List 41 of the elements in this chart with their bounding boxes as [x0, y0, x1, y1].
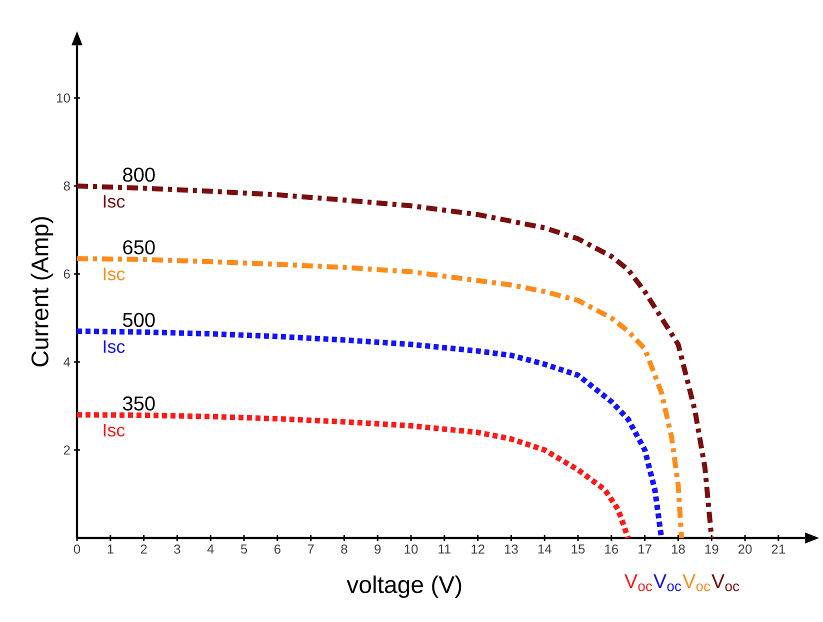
x-tick-label: 1 [108, 544, 114, 554]
annotation: Isc [104, 195, 125, 208]
x-tick-label: 5 [240, 544, 248, 554]
x-tick-label: 10 [404, 544, 418, 554]
y-tick-label: 10 [57, 93, 70, 103]
x-tick-label: 8 [341, 544, 348, 554]
annotation: V$_{oc}$ [624, 574, 652, 592]
x-tick-label: 14 [538, 544, 552, 554]
x-tick-label: 20 [738, 544, 752, 554]
annotation: V$_{oc}$ [711, 574, 740, 592]
y-tick-label: 8 [64, 181, 70, 191]
y-tick-label: 4 [64, 358, 70, 366]
x-tick-label: 12 [472, 544, 484, 554]
y-tick-label: 2 [64, 445, 70, 455]
annotation: V$_{oc}$ [653, 574, 682, 592]
series-label: 500 [123, 312, 155, 328]
x-tick-label: 18 [672, 544, 685, 554]
x-tick-label: 7 [308, 544, 314, 554]
annotation: V$_{oc}$ [682, 574, 710, 592]
x-tick-label: 15 [572, 544, 585, 554]
y-tick-label: 6 [64, 269, 70, 279]
x-tick-label: 13 [504, 544, 518, 554]
annotation: Isc [104, 340, 125, 353]
x-tick-label: 16 [605, 544, 618, 554]
x-tick-label: 6 [274, 544, 280, 554]
annotation: Isc [104, 424, 125, 437]
annotation: Isc [104, 268, 125, 280]
x-tick-label: 3 [174, 544, 180, 554]
y-axis-title: Current (Amp) [30, 217, 54, 366]
series-label: 800 [123, 168, 155, 182]
x-axis-title: voltage (V) [346, 576, 462, 598]
x-tick-label: 11 [438, 544, 451, 554]
x-tick-label: 4 [207, 544, 214, 554]
x-tick-label: 17 [638, 544, 652, 554]
x-tick-label: 19 [705, 544, 718, 554]
x-tick-label: 9 [374, 544, 381, 554]
series-label: 350 [122, 396, 155, 411]
x-tick-label: 2 [140, 544, 147, 554]
x-tick-label: 0 [74, 544, 80, 554]
series-label: 650 [123, 240, 155, 254]
x-tick-label: 21 [772, 544, 785, 554]
